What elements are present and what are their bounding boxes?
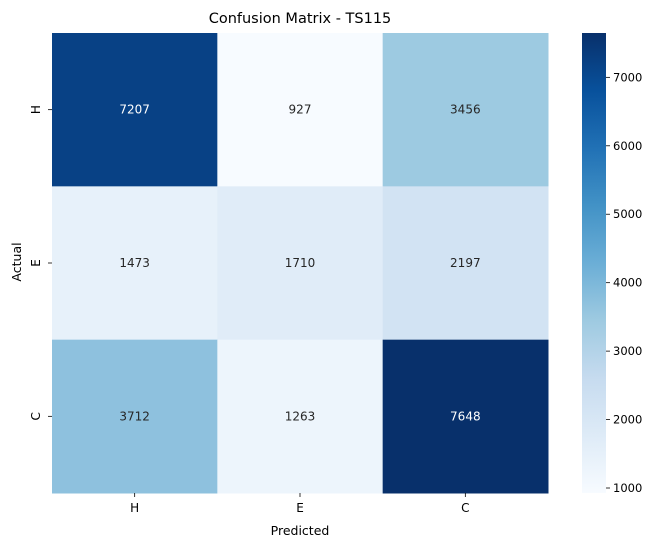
colorbar-tick-label: 2000 — [613, 413, 642, 427]
cell-value-label: 1710 — [285, 256, 316, 270]
y-axis-ticks: H E C — [29, 105, 52, 421]
cell-value-label: 3456 — [450, 103, 481, 117]
cell-value-label: 3712 — [119, 409, 150, 423]
cell-value-label: 1473 — [119, 256, 150, 270]
colorbar — [582, 33, 606, 493]
colorbar-tick-label: 5000 — [613, 207, 642, 221]
cell-value-label: 2197 — [450, 256, 481, 270]
heatmap-cell — [382, 339, 549, 494]
chart-title: Confusion Matrix - TS115 — [209, 11, 392, 27]
heatmap-cell — [217, 186, 384, 341]
heatmap-cell — [52, 33, 218, 187]
colorbar-tick-label: 7000 — [613, 70, 642, 84]
x-tick-label: E — [296, 501, 304, 515]
heatmap-cell — [217, 339, 384, 494]
heatmap-cell — [52, 186, 218, 341]
x-axis-label: Predicted — [271, 523, 330, 538]
cell-value-label: 7207 — [119, 103, 150, 117]
y-tick-label: C — [29, 412, 43, 420]
cell-value-label: 7648 — [450, 409, 481, 423]
cell-value-label: 1263 — [285, 409, 316, 423]
heatmap-cell — [382, 33, 549, 187]
heatmap-cell-labels: 7207 927 3456 1473 1710 2197 3712 1263 7648 — [119, 103, 480, 424]
colorbar-tick-label: 4000 — [613, 276, 642, 290]
x-tick-label: C — [461, 501, 469, 515]
heatmap-cells — [52, 33, 549, 494]
y-tick-label: H — [29, 105, 43, 114]
colorbar-tick-label: 3000 — [613, 344, 642, 358]
colorbar-ticks: 1000 2000 3000 4000 5000 6000 7000 — [606, 70, 642, 495]
colorbar-tick-label: 1000 — [613, 481, 642, 495]
cell-value-label: 927 — [289, 103, 312, 117]
heatmap-cell — [382, 186, 549, 341]
heatmap-cell — [217, 33, 384, 187]
heatmap-cell — [52, 339, 218, 494]
x-tick-label: H — [130, 501, 139, 515]
y-axis-label: Actual — [9, 242, 24, 281]
y-tick-label: E — [29, 259, 43, 267]
colorbar-tick-label: 6000 — [613, 139, 642, 153]
